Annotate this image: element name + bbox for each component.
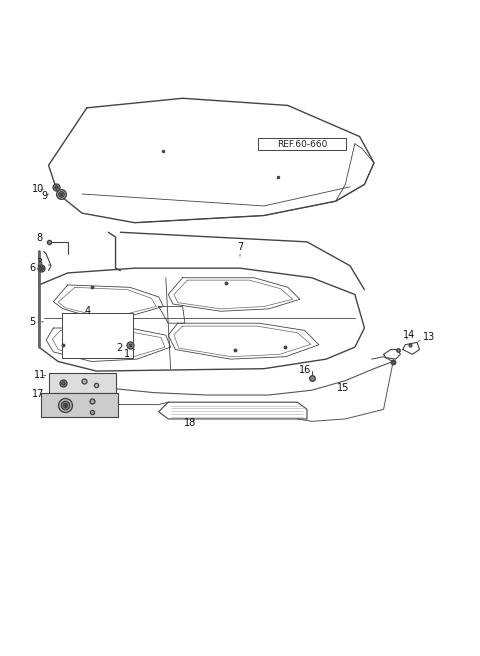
Text: 12: 12: [89, 374, 101, 384]
Text: 13: 13: [418, 332, 435, 342]
Text: 10: 10: [32, 184, 44, 194]
Text: 2: 2: [117, 343, 129, 353]
Text: 8: 8: [36, 234, 48, 243]
Text: 18: 18: [184, 418, 196, 428]
Text: 5: 5: [29, 317, 43, 327]
Text: 16: 16: [299, 365, 311, 379]
Text: 17: 17: [32, 388, 44, 399]
Text: 15: 15: [336, 383, 349, 393]
Text: 14: 14: [403, 330, 415, 340]
Text: 11: 11: [34, 370, 47, 380]
Text: 1: 1: [124, 350, 135, 359]
Text: 6: 6: [29, 263, 41, 273]
FancyBboxPatch shape: [258, 138, 346, 150]
Text: 4: 4: [84, 306, 91, 316]
Text: 3: 3: [36, 258, 50, 268]
FancyBboxPatch shape: [48, 373, 116, 392]
Text: REF.60-660: REF.60-660: [277, 140, 327, 149]
FancyBboxPatch shape: [62, 313, 133, 358]
Text: 9: 9: [41, 192, 48, 201]
Text: 7: 7: [237, 241, 243, 256]
FancyBboxPatch shape: [41, 392, 118, 417]
